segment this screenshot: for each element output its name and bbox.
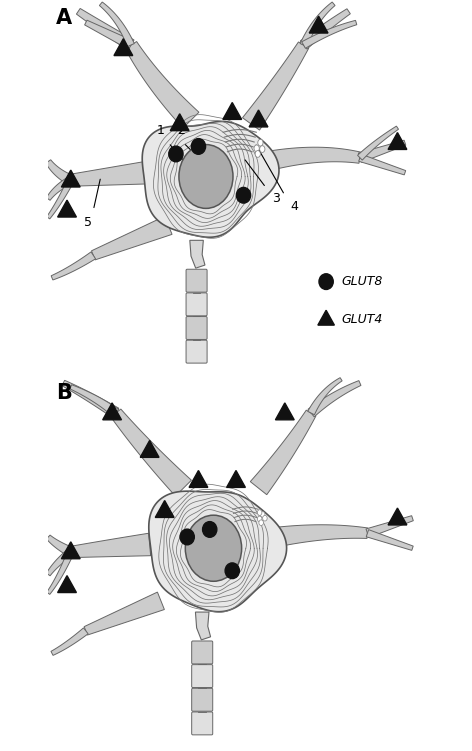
Polygon shape [47,179,74,219]
Polygon shape [46,549,73,576]
Polygon shape [276,403,294,420]
Polygon shape [142,122,279,237]
Polygon shape [249,110,268,127]
Ellipse shape [257,516,262,522]
Polygon shape [84,592,164,635]
Polygon shape [308,381,361,417]
FancyBboxPatch shape [192,641,213,664]
Polygon shape [358,140,406,162]
Polygon shape [358,126,398,160]
Text: 1: 1 [157,124,165,137]
Polygon shape [309,16,328,33]
Ellipse shape [260,146,265,152]
Polygon shape [302,20,357,48]
Polygon shape [388,508,407,525]
Ellipse shape [169,146,183,161]
Text: 3: 3 [272,192,279,205]
Polygon shape [92,216,172,260]
FancyBboxPatch shape [186,340,207,363]
FancyBboxPatch shape [192,665,213,688]
Polygon shape [70,385,118,417]
Ellipse shape [258,140,263,146]
Polygon shape [195,612,211,640]
Polygon shape [111,409,192,496]
Polygon shape [61,170,80,187]
Polygon shape [318,310,334,325]
Ellipse shape [319,274,333,289]
Polygon shape [62,380,119,418]
Polygon shape [76,8,134,50]
Text: 4: 4 [290,200,298,213]
Polygon shape [70,533,151,557]
Polygon shape [70,161,147,186]
Polygon shape [58,200,76,217]
Polygon shape [223,103,242,119]
Polygon shape [46,176,73,201]
Polygon shape [300,9,350,49]
Ellipse shape [191,139,206,154]
Polygon shape [308,378,342,415]
Polygon shape [388,132,407,149]
Polygon shape [155,500,174,517]
Text: 2: 2 [177,124,185,137]
Polygon shape [51,252,96,280]
Polygon shape [125,41,199,128]
FancyBboxPatch shape [186,317,207,339]
Ellipse shape [185,515,242,581]
Ellipse shape [179,144,233,208]
Polygon shape [47,550,74,594]
Text: 5: 5 [84,216,92,229]
Polygon shape [140,440,159,457]
Ellipse shape [262,515,267,521]
Ellipse shape [257,510,262,515]
Polygon shape [366,516,413,538]
Polygon shape [170,113,189,131]
Polygon shape [243,42,309,130]
Text: GLUT8: GLUT8 [341,275,382,288]
Ellipse shape [236,188,251,203]
Ellipse shape [225,563,239,578]
Polygon shape [46,535,73,556]
Polygon shape [100,2,135,47]
Polygon shape [149,491,287,612]
Polygon shape [61,542,80,559]
Polygon shape [58,575,76,593]
FancyBboxPatch shape [192,712,213,734]
Polygon shape [51,628,88,656]
Polygon shape [84,20,133,50]
Polygon shape [46,160,73,185]
FancyBboxPatch shape [186,293,207,315]
Ellipse shape [259,520,263,526]
Polygon shape [366,529,413,550]
Polygon shape [250,410,316,495]
Polygon shape [114,38,133,56]
Ellipse shape [254,145,259,152]
Polygon shape [190,240,205,268]
Polygon shape [264,147,361,171]
Polygon shape [227,470,245,487]
Polygon shape [300,2,335,47]
Polygon shape [103,403,121,420]
Ellipse shape [255,150,261,158]
Text: B: B [56,383,72,403]
Text: GLUT4: GLUT4 [341,312,382,326]
Text: A: A [56,8,72,28]
Polygon shape [276,525,368,547]
Polygon shape [359,154,406,175]
Ellipse shape [202,522,217,537]
FancyBboxPatch shape [192,688,213,711]
Ellipse shape [180,529,194,544]
FancyBboxPatch shape [186,269,207,292]
Ellipse shape [261,511,265,517]
Polygon shape [189,470,208,487]
